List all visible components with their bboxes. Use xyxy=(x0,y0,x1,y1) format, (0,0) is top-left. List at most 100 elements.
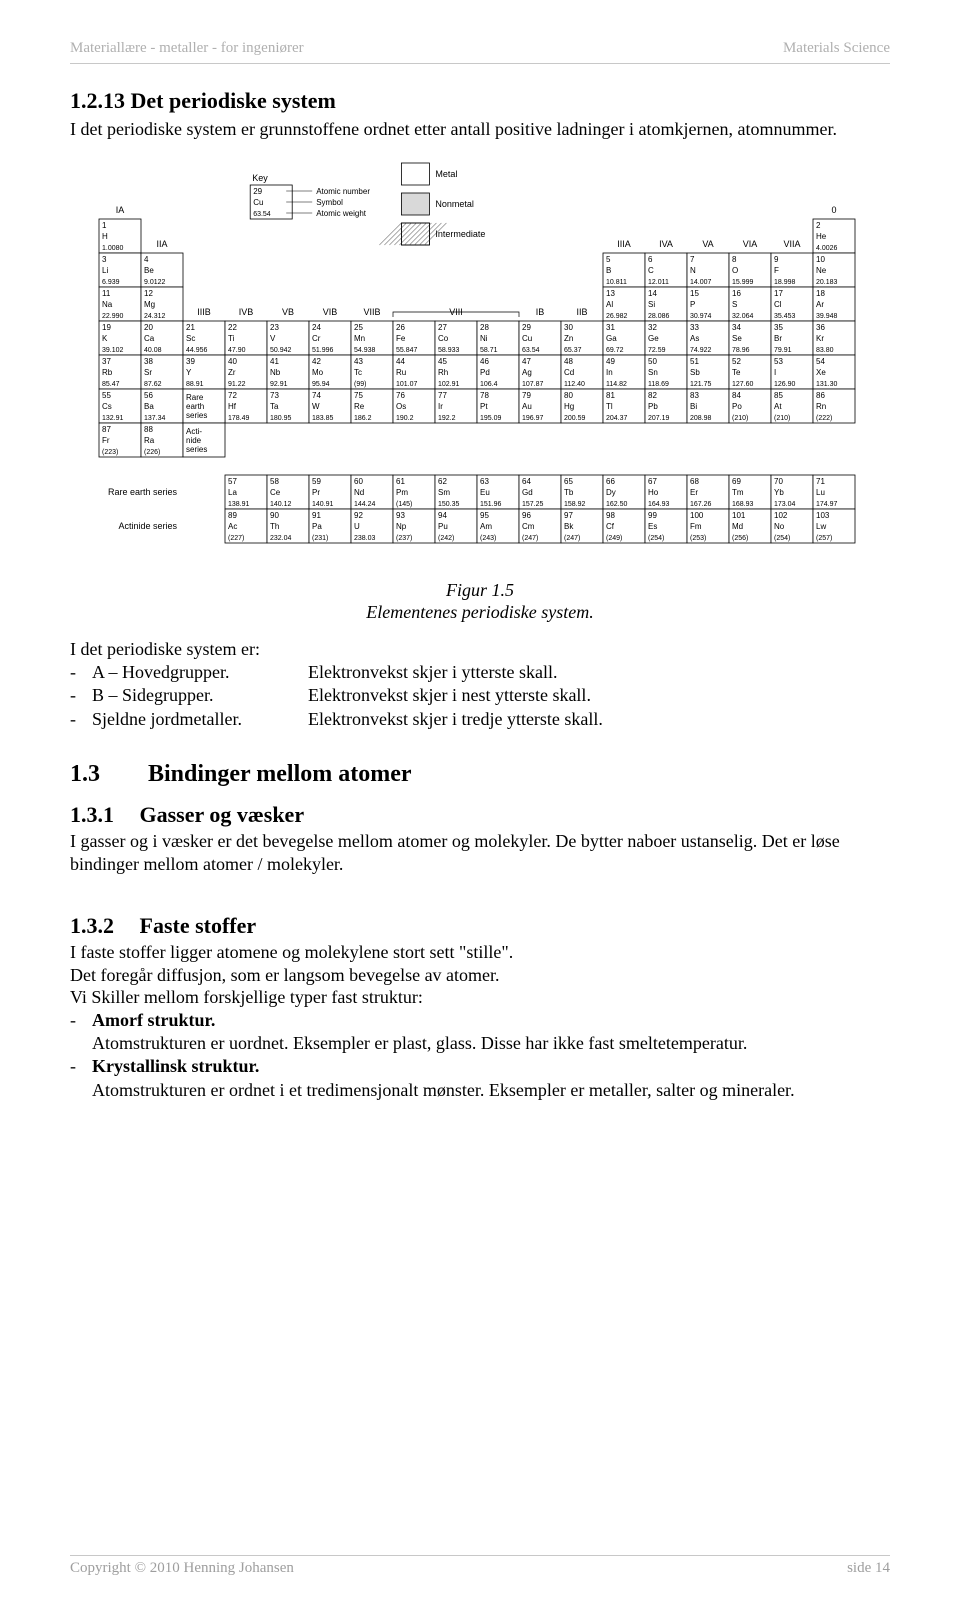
svg-text:103: 103 xyxy=(816,511,830,520)
svg-text:Ti: Ti xyxy=(228,334,235,343)
svg-text:28: 28 xyxy=(480,323,489,332)
svg-text:I: I xyxy=(774,368,776,377)
svg-text:7: 7 xyxy=(690,255,695,264)
svg-text:52: 52 xyxy=(732,357,741,366)
figure-caption-1: Figur 1.5 xyxy=(70,579,890,602)
heading-1-3-1-title: Gasser og væsker xyxy=(140,802,305,827)
svg-text:6: 6 xyxy=(648,255,653,264)
svg-text:Mg: Mg xyxy=(144,300,155,309)
periodic-table-figure: MetalNonmetalIntermediateKey29Cu63.54Ato… xyxy=(85,161,875,571)
body-1-3-2-line1: I faste stoffer ligger atomene og moleky… xyxy=(70,941,890,964)
svg-text:72.59: 72.59 xyxy=(648,347,666,354)
def-term: A – Hovedgrupper. xyxy=(92,661,308,684)
svg-text:29: 29 xyxy=(253,187,262,196)
svg-text:15: 15 xyxy=(690,289,699,298)
svg-text:IIA: IIA xyxy=(156,239,167,249)
svg-text:No: No xyxy=(774,522,785,531)
svg-text:Ac: Ac xyxy=(228,522,237,531)
svg-text:127.60: 127.60 xyxy=(732,381,754,388)
svg-text:Co: Co xyxy=(438,334,449,343)
footer-page: side 14 xyxy=(847,1560,890,1577)
svg-text:Es: Es xyxy=(648,522,657,531)
svg-text:series: series xyxy=(186,445,207,454)
svg-text:78.96: 78.96 xyxy=(732,347,750,354)
svg-text:Tc: Tc xyxy=(354,368,362,377)
svg-text:55.847: 55.847 xyxy=(396,347,418,354)
svg-text:At: At xyxy=(774,402,782,411)
svg-text:9.0122: 9.0122 xyxy=(144,279,166,286)
svg-text:114.82: 114.82 xyxy=(606,381,627,388)
svg-text:94: 94 xyxy=(438,511,447,520)
svg-text:238.03: 238.03 xyxy=(354,535,376,542)
svg-text:75: 75 xyxy=(354,391,363,400)
list-desc: Atomstrukturen er ordnet i et tredimensj… xyxy=(92,1079,890,1102)
svg-text:14.007: 14.007 xyxy=(690,279,712,286)
svg-text:Ca: Ca xyxy=(144,334,155,343)
svg-text:74.922: 74.922 xyxy=(690,347,712,354)
svg-text:(99): (99) xyxy=(354,381,366,388)
svg-text:Ag: Ag xyxy=(522,368,532,377)
svg-text:71: 71 xyxy=(816,477,825,486)
svg-text:(247): (247) xyxy=(564,535,580,542)
svg-text:69: 69 xyxy=(732,477,741,486)
svg-text:79: 79 xyxy=(522,391,531,400)
svg-text:63.54: 63.54 xyxy=(253,211,271,218)
svg-text:Metal: Metal xyxy=(435,169,457,179)
svg-text:68: 68 xyxy=(690,477,699,486)
svg-text:63.54: 63.54 xyxy=(522,347,540,354)
svg-text:(223): (223) xyxy=(102,449,118,456)
svg-text:Zr: Zr xyxy=(228,368,236,377)
svg-text:In: In xyxy=(606,368,613,377)
svg-text:9: 9 xyxy=(774,255,779,264)
svg-text:IIIA: IIIA xyxy=(617,239,631,249)
svg-text:Mo: Mo xyxy=(312,368,324,377)
svg-text:49: 49 xyxy=(606,357,615,366)
svg-text:107.87: 107.87 xyxy=(522,381,544,388)
svg-text:Mn: Mn xyxy=(354,334,365,343)
svg-text:Rare: Rare xyxy=(186,393,204,402)
svg-text:4: 4 xyxy=(144,255,149,264)
header-right: Materials Science xyxy=(783,40,890,57)
svg-text:Fm: Fm xyxy=(690,522,702,531)
svg-text:91.22: 91.22 xyxy=(228,381,246,388)
svg-text:162.50: 162.50 xyxy=(606,501,628,508)
svg-text:(222): (222) xyxy=(816,415,832,422)
svg-text:101: 101 xyxy=(732,511,746,520)
svg-text:85: 85 xyxy=(774,391,783,400)
svg-text:P: P xyxy=(690,300,695,309)
svg-text:87.62: 87.62 xyxy=(144,381,162,388)
svg-text:2: 2 xyxy=(816,221,821,230)
svg-text:(237): (237) xyxy=(396,535,412,542)
svg-text:1.0080: 1.0080 xyxy=(102,245,124,252)
svg-text:101.07: 101.07 xyxy=(396,381,418,388)
heading-1-3-2: 1.3.2 Faste stoffer xyxy=(70,913,890,939)
svg-text:67: 67 xyxy=(648,477,657,486)
body-1-3-2-line3: Vi Skiller mellom forskjellige typer fas… xyxy=(70,986,890,1009)
svg-text:35: 35 xyxy=(774,323,783,332)
svg-text:Cs: Cs xyxy=(102,402,112,411)
svg-text:nide: nide xyxy=(186,436,202,445)
body-1-3-2-line2: Det foregår diffusjon, som er langsom be… xyxy=(70,964,890,987)
svg-text:140.91: 140.91 xyxy=(312,501,334,508)
body-1-3-1: I gasser og i væsker er det bevegelse me… xyxy=(70,830,890,875)
svg-text:IIB: IIB xyxy=(576,307,587,317)
svg-text:48: 48 xyxy=(564,357,573,366)
svg-text:80: 80 xyxy=(564,391,573,400)
svg-text:174.97: 174.97 xyxy=(816,501,838,508)
heading-1-3-1: 1.3.1 Gasser og væsker xyxy=(70,802,890,828)
svg-text:Gd: Gd xyxy=(522,488,533,497)
svg-text:22: 22 xyxy=(228,323,237,332)
heading-1-3-2-title: Faste stoffer xyxy=(140,913,257,938)
svg-text:0: 0 xyxy=(831,205,836,215)
svg-text:Re: Re xyxy=(354,402,365,411)
svg-text:(253): (253) xyxy=(690,535,706,542)
svg-text:Au: Au xyxy=(522,402,532,411)
svg-text:(249): (249) xyxy=(606,535,622,542)
list-term: Amorf struktur. xyxy=(92,1009,215,1032)
svg-text:Np: Np xyxy=(396,522,407,531)
svg-text:Te: Te xyxy=(732,368,741,377)
svg-text:U: U xyxy=(354,522,360,531)
svg-text:1: 1 xyxy=(102,221,107,230)
svg-text:Lw: Lw xyxy=(816,522,826,531)
svg-text:Cr: Cr xyxy=(312,334,321,343)
